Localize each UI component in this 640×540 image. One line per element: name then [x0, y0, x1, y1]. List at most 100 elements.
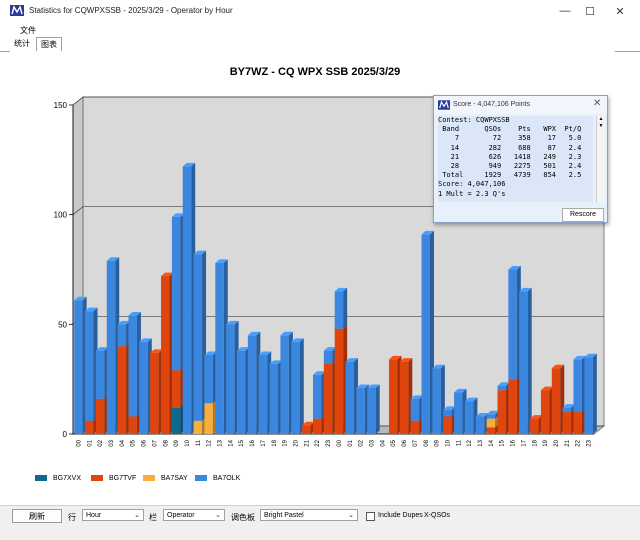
bar [106, 260, 116, 434]
bar-side [343, 287, 348, 329]
bar [280, 335, 289, 434]
row-select[interactable]: Hour ⌄ [82, 509, 144, 521]
bar [367, 387, 376, 434]
bar [562, 412, 572, 434]
bar-top [443, 406, 456, 410]
x-tick-label: 17 [261, 439, 267, 446]
x-tick-label: 14 [228, 439, 234, 446]
x-tick-label: 16 [511, 439, 517, 446]
x-tick-label: 01 [348, 439, 354, 446]
menu-file[interactable]: 文件 [20, 26, 36, 35]
row-label: 行 [68, 513, 76, 522]
legend-swatch [91, 475, 103, 481]
x-tick-label: 12 [467, 439, 473, 446]
legend-swatch [143, 475, 155, 481]
bar [454, 392, 463, 434]
legend-swatch [195, 475, 207, 481]
x-tick-label: 00 [337, 439, 343, 446]
maximize-button[interactable]: ☐ [585, 5, 595, 18]
bar-top [432, 364, 445, 369]
bar [74, 300, 83, 434]
app-logo-icon [10, 5, 24, 16]
score-scrollbar[interactable]: ▲ ▼ [596, 116, 605, 202]
bar [312, 418, 322, 434]
gridline [72, 206, 84, 215]
x-tick-label: 10 [445, 439, 451, 446]
scroll-down-icon[interactable]: ▼ [598, 123, 604, 129]
bar-top [161, 272, 174, 277]
palette-label: 调色板 [231, 513, 255, 522]
bar [486, 427, 496, 434]
bar-top [106, 257, 120, 261]
bar [584, 357, 593, 434]
tab-statistics[interactable]: 统计 [14, 39, 30, 48]
score-window[interactable]: Score - 4,047,106 Points ✕ Contest: CQWP… [433, 95, 608, 223]
bar [410, 420, 420, 434]
legend-item: BA7SAY [143, 473, 188, 483]
minimize-button[interactable]: — [559, 5, 571, 17]
close-icon[interactable]: ✕ [593, 98, 602, 109]
x-tick-label: 09 [435, 439, 441, 446]
x-tick-label: 04 [120, 439, 126, 446]
x-tick-label: 09 [174, 439, 180, 446]
bar [323, 363, 333, 434]
bar [388, 359, 398, 434]
x-tick-label: 02 [359, 439, 365, 446]
y-tick-label: 150 [54, 101, 68, 110]
x-tick-label: 22 [315, 439, 321, 446]
bar [508, 269, 517, 380]
bar [139, 341, 148, 434]
bar-side [592, 353, 597, 434]
bar [443, 416, 452, 434]
chevron-down-icon: ⌄ [134, 512, 140, 519]
x-tick-label: 13 [478, 439, 484, 446]
x-tick-label: 19 [283, 439, 289, 446]
bar-top [421, 230, 434, 235]
scroll-up-icon[interactable]: ▲ [598, 116, 604, 122]
x-tick-label: 00 [76, 439, 82, 446]
palette-select-value: Bright Pastel [264, 512, 304, 519]
bar-top [150, 349, 163, 353]
score-line: 28 949 2275 501 2.4 [438, 162, 582, 171]
bar [215, 262, 224, 434]
column-select[interactable]: Operator ⌄ [163, 509, 225, 521]
bar [519, 291, 528, 434]
refresh-button[interactable]: 刷新 [12, 509, 62, 523]
bar [530, 418, 539, 434]
bar [171, 370, 181, 408]
x-tick-label: 11 [196, 439, 202, 446]
bar [85, 420, 94, 434]
x-tick-label: 01 [87, 439, 93, 446]
row-select-value: Hour [86, 512, 102, 519]
palette-select[interactable]: Bright Pastel ⌄ [260, 509, 358, 521]
include-dupes-checkbox[interactable] [366, 512, 375, 521]
bar [291, 341, 300, 434]
bar-top [486, 410, 500, 415]
score-line: Total 1929 4739 854 2.5 [438, 171, 582, 180]
bar-top [237, 347, 250, 351]
legend-item: BG7XVX [35, 473, 81, 483]
x-tick-label: 06 [402, 439, 408, 446]
rescore-button[interactable]: Rescore [562, 208, 604, 222]
bar-top [258, 351, 272, 356]
include-dupes-label[interactable]: Include Dupes [378, 512, 423, 519]
bar-top [312, 371, 326, 375]
menu-bar [0, 22, 640, 36]
bar-top [551, 364, 565, 369]
bar-top [247, 331, 261, 336]
bar-top [171, 213, 185, 217]
score-line: 21 626 1418 249 2.3 [438, 152, 582, 161]
tab-chart[interactable]: 图表 [36, 37, 62, 52]
x-tick-label: 18 [272, 439, 278, 446]
bar [128, 416, 137, 434]
score-window-titlebar[interactable] [434, 96, 607, 114]
title-bar [0, 0, 640, 22]
close-button[interactable]: ✕ [615, 5, 625, 18]
bar-top [128, 312, 141, 316]
bar-top [584, 353, 597, 358]
bar-top [280, 331, 293, 336]
bar [486, 418, 496, 428]
bar-top [74, 296, 87, 301]
bar-top [410, 395, 424, 399]
bar [432, 368, 441, 434]
